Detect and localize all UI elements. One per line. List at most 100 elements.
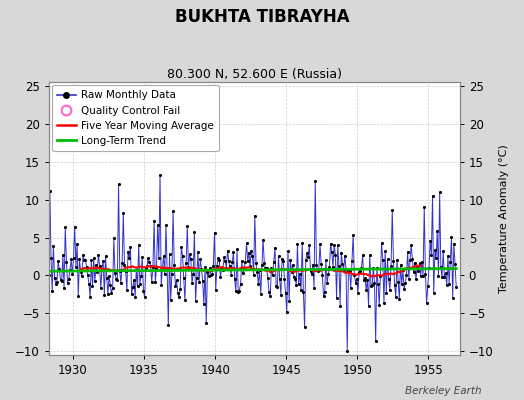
Point xyxy=(95,263,104,269)
Point xyxy=(305,242,313,248)
Point xyxy=(68,271,77,277)
Title: 80.300 N, 52.600 E (Russia): 80.300 N, 52.600 E (Russia) xyxy=(167,68,342,81)
Point xyxy=(143,263,151,270)
Point xyxy=(210,230,219,236)
Point xyxy=(258,262,266,268)
Point xyxy=(294,281,303,287)
Point xyxy=(289,262,297,268)
Point xyxy=(45,272,53,278)
Point xyxy=(309,261,317,268)
Point xyxy=(416,260,424,266)
Legend: Raw Monthly Data, Quality Control Fail, Five Year Moving Average, Long-Term Tren: Raw Monthly Data, Quality Control Fail, … xyxy=(52,85,219,151)
Point xyxy=(183,223,191,230)
Point xyxy=(110,235,118,242)
Point xyxy=(366,252,374,258)
Point xyxy=(281,290,290,296)
Point xyxy=(223,247,232,254)
Point xyxy=(312,262,321,268)
Point xyxy=(78,272,86,279)
Point xyxy=(203,269,212,275)
Point xyxy=(449,295,457,302)
Point xyxy=(401,280,409,286)
Point xyxy=(208,270,216,277)
Point xyxy=(311,178,320,184)
Point xyxy=(173,290,182,296)
Point xyxy=(196,256,204,262)
Point xyxy=(182,259,190,266)
Point xyxy=(96,285,105,291)
Point xyxy=(170,262,179,268)
Point xyxy=(157,282,166,288)
Point xyxy=(368,282,376,288)
Point xyxy=(72,264,80,270)
Point xyxy=(375,302,384,308)
Point xyxy=(436,264,445,271)
Point xyxy=(310,284,318,291)
Text: BUKHTA TIBRAYHA: BUKHTA TIBRAYHA xyxy=(174,8,350,26)
Point xyxy=(114,181,123,188)
Point xyxy=(159,253,168,259)
Point xyxy=(227,271,235,278)
Point xyxy=(394,278,402,285)
Point xyxy=(205,264,214,271)
Point xyxy=(413,264,421,270)
Point xyxy=(81,257,90,263)
Point xyxy=(332,295,341,302)
Point xyxy=(162,222,170,228)
Point xyxy=(387,263,395,269)
Point xyxy=(319,293,328,299)
Point xyxy=(246,263,254,269)
Point xyxy=(150,218,158,224)
Point xyxy=(323,280,331,286)
Point xyxy=(136,280,144,287)
Point xyxy=(340,266,348,273)
Point xyxy=(61,224,70,230)
Point xyxy=(244,258,252,264)
Point xyxy=(307,268,315,274)
Point xyxy=(176,286,184,293)
Point xyxy=(201,264,209,270)
Point xyxy=(121,262,129,268)
Point xyxy=(419,273,427,279)
Point xyxy=(384,256,392,262)
Point xyxy=(212,287,220,293)
Point xyxy=(272,282,280,289)
Point xyxy=(314,267,323,274)
Point xyxy=(220,254,228,261)
Point xyxy=(101,253,110,259)
Point xyxy=(411,260,419,266)
Point xyxy=(395,296,403,302)
Point xyxy=(291,276,299,282)
Point xyxy=(87,257,95,264)
Point xyxy=(265,289,273,296)
Point xyxy=(428,193,436,199)
Point xyxy=(403,249,412,255)
Point xyxy=(148,279,156,285)
Point xyxy=(297,286,305,293)
Text: Berkeley Earth: Berkeley Earth xyxy=(406,386,482,396)
Point xyxy=(259,236,267,243)
Point xyxy=(382,290,390,296)
Point xyxy=(172,277,181,284)
Point xyxy=(217,264,226,271)
Point xyxy=(409,269,418,276)
Point xyxy=(373,265,381,271)
Point xyxy=(165,251,173,257)
Point xyxy=(105,273,113,280)
Point xyxy=(241,258,249,265)
Point xyxy=(85,280,93,287)
Point xyxy=(152,265,161,271)
Point xyxy=(117,280,125,286)
Point xyxy=(290,274,298,281)
Point xyxy=(128,284,137,290)
Point xyxy=(253,269,261,275)
Point xyxy=(245,249,253,256)
Point xyxy=(451,261,459,267)
Point xyxy=(425,265,433,272)
Point xyxy=(414,268,422,275)
Point xyxy=(322,257,330,264)
Point xyxy=(355,269,363,276)
Point xyxy=(131,293,139,300)
Point xyxy=(316,241,324,247)
Point xyxy=(190,228,199,235)
